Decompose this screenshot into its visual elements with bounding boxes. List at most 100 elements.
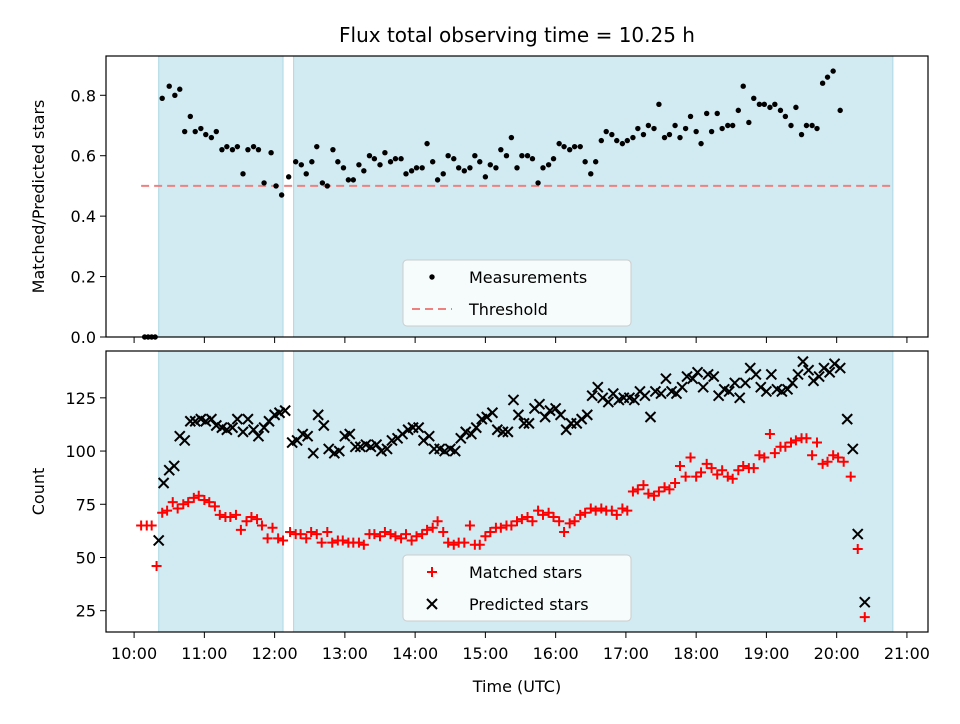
measurement-point: [172, 92, 178, 98]
measurement-point: [472, 153, 478, 159]
matched-star-point: [569, 516, 580, 527]
measurement-point: [640, 131, 647, 138]
predicted-star-point: [554, 409, 567, 421]
measurement-point: [529, 156, 536, 162]
predicted-star-point: [152, 534, 165, 547]
measurement-point: [434, 177, 441, 183]
predicted-star-point: [686, 372, 699, 385]
matched-star-point: [385, 529, 396, 540]
top-y-tick-label: 0.6: [71, 147, 96, 166]
predicted-star-point: [247, 424, 260, 436]
predicted-star-point: [533, 398, 546, 410]
bottom-y-tick-label: 50: [76, 548, 96, 567]
measurement-point: [319, 180, 326, 186]
top-shaded-interval: [158, 55, 284, 338]
measurement-point: [159, 95, 165, 102]
measurement-point: [714, 110, 720, 117]
predicted-star-point: [318, 419, 330, 432]
matched-star-point: [411, 531, 422, 542]
measurement-point: [814, 125, 820, 132]
measurement-point: [250, 143, 257, 150]
measurement-point: [545, 162, 552, 168]
measurement-point: [624, 137, 631, 144]
measurement-point: [561, 143, 567, 150]
measurement-point: [192, 128, 198, 135]
measurement-point: [366, 153, 373, 159]
measurement-point: [524, 153, 531, 159]
predicted-star-point: [813, 370, 825, 383]
measurement-point: [751, 95, 757, 102]
measurement-point: [361, 168, 367, 174]
predicted-star-point: [786, 377, 799, 389]
matched-star-point: [822, 456, 833, 467]
matched-star-point: [664, 484, 675, 495]
matched-star-point: [580, 507, 591, 518]
legend-box: [402, 259, 632, 327]
measurement-point: [240, 171, 246, 177]
measurement-point: [725, 122, 731, 129]
measurement-point: [177, 86, 183, 92]
bottom-y-tick-label: 100: [65, 442, 96, 461]
matched-star-point: [172, 503, 183, 514]
matched-star-point: [790, 435, 801, 446]
measurement-point: [229, 146, 236, 153]
predicted-star-point: [523, 417, 535, 430]
measurement-point: [261, 180, 267, 186]
measurement-point: [588, 171, 594, 177]
predicted-star-point: [465, 428, 478, 440]
x-tick-label: 12:00: [252, 644, 298, 663]
matched-star-point: [685, 452, 696, 463]
matched-star-point: [459, 537, 470, 548]
matched-star-point: [859, 612, 870, 623]
measurement-point: [767, 104, 773, 111]
measurement-point: [556, 140, 562, 147]
measurement-point: [598, 137, 605, 144]
matched-star-point: [817, 458, 828, 469]
predicted-star-point: [507, 394, 520, 406]
predicted-star-point: [381, 443, 393, 455]
matched-star-point: [585, 503, 596, 514]
measurement-point: [566, 146, 573, 153]
predicted-star-point: [847, 443, 859, 455]
predicted-star-point: [823, 366, 836, 378]
measurement-point: [772, 101, 778, 108]
predicted-star-point: [349, 441, 362, 453]
matched-star-point: [632, 484, 643, 495]
predicted-star-point: [252, 430, 265, 442]
matched-star-point: [183, 497, 194, 508]
matched-star-point: [680, 471, 691, 482]
measurement-point: [408, 168, 415, 174]
measurement-point: [350, 177, 357, 183]
predicted-star-point: [157, 477, 170, 489]
predicted-star-point: [307, 447, 319, 459]
matched-star-point: [252, 514, 263, 525]
measurement-point: [746, 119, 752, 126]
top-y-tick-label: 0.8: [71, 86, 96, 105]
x-tick-label: 20:00: [814, 644, 860, 663]
predicted-star-point: [470, 421, 482, 434]
predicted-star-point: [676, 381, 688, 393]
bottom-y-tick-label: 25: [76, 602, 96, 621]
predicted-star-point: [539, 411, 551, 423]
bottom-legend: Matched stars Predicted stars: [402, 554, 632, 622]
matched-star-point: [537, 509, 548, 520]
x-axis-label: Time (UTC): [472, 677, 561, 696]
bottom-series-x: [152, 355, 871, 608]
matched-star-point: [273, 533, 284, 544]
measurement-point: [740, 83, 746, 89]
measurement-point: [398, 156, 404, 162]
matched-star-point: [295, 529, 306, 540]
measurement-point: [208, 134, 215, 141]
matched-star-point: [400, 529, 411, 540]
x-tick-label: 16:00: [533, 644, 579, 663]
predicted-star-point: [301, 430, 314, 442]
matched-star-point: [786, 437, 796, 448]
matched-star-point: [764, 429, 775, 440]
measurement-point: [309, 159, 315, 165]
measurement-point: [672, 122, 678, 129]
measurement-point: [630, 134, 636, 141]
predicted-star-point: [581, 409, 593, 421]
measurement-point: [777, 107, 784, 114]
predicted-star-point: [449, 445, 461, 457]
matched-star-point: [527, 516, 538, 527]
